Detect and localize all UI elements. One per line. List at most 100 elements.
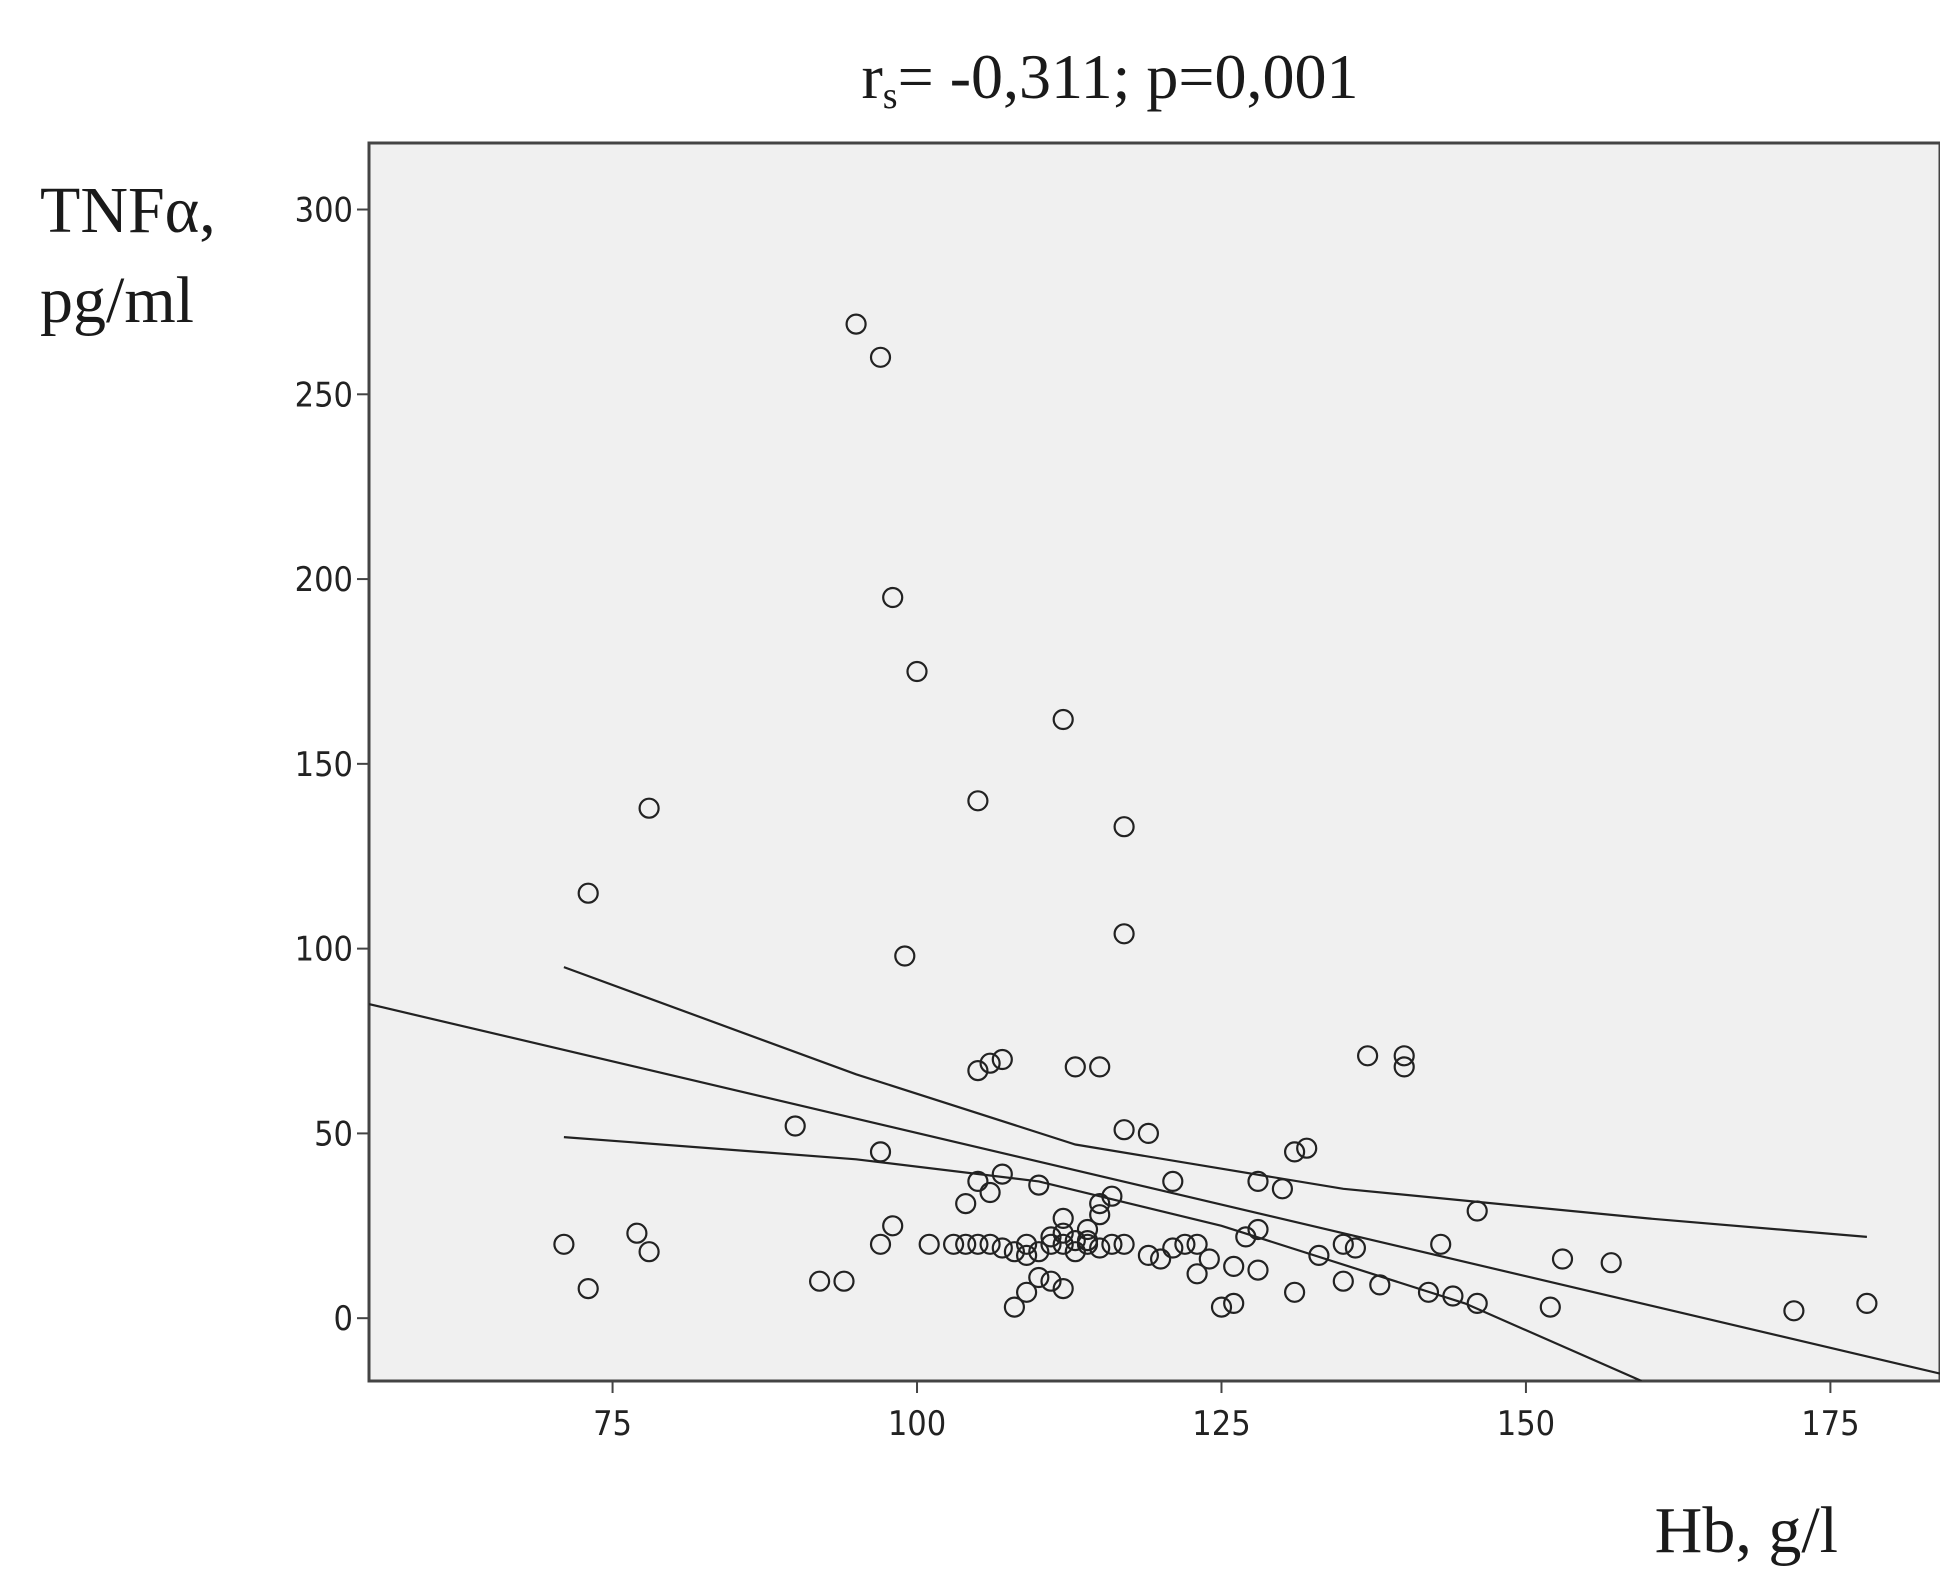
data-point <box>1113 1119 1135 1141</box>
data-point <box>882 1215 904 1237</box>
data-point <box>1369 1274 1391 1296</box>
data-point <box>1113 923 1135 945</box>
x-axis: 75 100 125 150 175 <box>593 1381 1860 1444</box>
y-axis: 0 50 100 150 200 250 300 <box>295 191 369 1339</box>
data-point <box>1223 1292 1245 1315</box>
y-tick-label: 50 <box>314 1114 353 1154</box>
data-point <box>1162 1237 1184 1259</box>
data-point <box>1186 1263 1208 1285</box>
data-point <box>553 1233 575 1255</box>
data-point <box>1539 1296 1561 1318</box>
data-point <box>894 945 916 967</box>
data-points <box>553 313 1878 1322</box>
data-point <box>1271 1178 1294 1200</box>
data-point <box>577 882 599 904</box>
data-point <box>1015 1244 1038 1267</box>
data-point <box>1003 1296 1026 1318</box>
x-tick-label: 175 <box>1801 1404 1859 1444</box>
data-point <box>1015 1281 1038 1303</box>
chart-title: rs= -0,311; p=0,001 <box>861 41 1358 117</box>
data-point <box>869 1141 892 1163</box>
data-point <box>967 1059 989 1082</box>
data-point <box>967 1233 989 1255</box>
data-point <box>1003 1241 1026 1263</box>
data-point <box>1442 1285 1464 1307</box>
data-point <box>967 790 989 812</box>
data-point <box>1162 1170 1184 1193</box>
data-point <box>1356 1045 1379 1067</box>
data-point <box>1040 1233 1062 1255</box>
data-point <box>1052 1277 1074 1300</box>
data-point <box>967 1170 989 1193</box>
data-point <box>1332 1270 1354 1292</box>
data-point <box>577 1277 599 1300</box>
data-point <box>991 1048 1013 1071</box>
data-point <box>906 660 928 683</box>
x-tick-label: 75 <box>593 1404 632 1444</box>
data-point <box>979 1181 1001 1204</box>
data-point <box>1015 1233 1038 1255</box>
data-point <box>869 1233 892 1255</box>
data-point <box>918 1233 940 1255</box>
data-point <box>1137 1244 1160 1267</box>
data-point <box>1052 1233 1074 1255</box>
data-point <box>1113 1233 1135 1255</box>
data-point <box>1393 1056 1415 1078</box>
data-point <box>784 1115 806 1137</box>
data-point <box>1283 1281 1306 1303</box>
data-point <box>1430 1233 1452 1255</box>
data-point <box>1089 1237 1111 1259</box>
y-tick-label: 250 <box>295 375 353 415</box>
data-point <box>1210 1296 1233 1318</box>
data-point <box>638 797 660 819</box>
data-point <box>1296 1137 1318 1159</box>
data-point <box>1393 1045 1415 1067</box>
data-point <box>1137 1122 1160 1145</box>
data-point <box>1028 1241 1050 1263</box>
data-point <box>638 1241 660 1263</box>
data-point <box>979 1233 1001 1255</box>
y-tick-label: 300 <box>295 191 353 231</box>
data-point <box>1223 1255 1245 1278</box>
data-point <box>1344 1237 1367 1259</box>
data-point <box>1174 1233 1196 1255</box>
data-point <box>1551 1248 1574 1270</box>
fit-line <box>369 1003 1940 1375</box>
data-point <box>1028 1174 1050 1196</box>
regression-lines <box>369 966 1940 1381</box>
data-point <box>869 346 892 368</box>
data-point <box>1186 1233 1208 1255</box>
data-point <box>1028 1266 1050 1289</box>
data-point <box>1235 1226 1257 1248</box>
data-point <box>1052 1207 1074 1230</box>
data-point <box>1064 1241 1086 1263</box>
y-tick-label: 200 <box>295 560 353 600</box>
data-point <box>1052 708 1074 731</box>
data-point <box>1089 1056 1111 1078</box>
y-tick-label: 100 <box>295 930 353 970</box>
data-point <box>1600 1252 1622 1274</box>
data-point <box>1052 1222 1074 1244</box>
confidence-band-lower <box>563 1136 1643 1381</box>
y-axis-label-line2: pg/ml <box>40 264 194 337</box>
data-point <box>808 1270 831 1292</box>
data-point <box>1076 1229 1099 1252</box>
data-point <box>942 1233 965 1255</box>
data-point <box>1783 1300 1805 1322</box>
data-point <box>1149 1248 1172 1270</box>
data-point <box>1040 1270 1062 1292</box>
data-point <box>1856 1292 1878 1315</box>
data-point <box>991 1237 1013 1259</box>
data-point <box>1247 1218 1269 1241</box>
data-point <box>1308 1244 1330 1267</box>
data-point <box>955 1192 977 1215</box>
data-point <box>1064 1229 1086 1252</box>
data-point <box>1113 816 1135 838</box>
data-point <box>1332 1233 1354 1255</box>
data-point <box>1076 1218 1099 1241</box>
data-point <box>626 1222 648 1244</box>
data-point <box>1040 1226 1062 1248</box>
data-point <box>1101 1233 1123 1255</box>
data-point <box>882 586 904 609</box>
